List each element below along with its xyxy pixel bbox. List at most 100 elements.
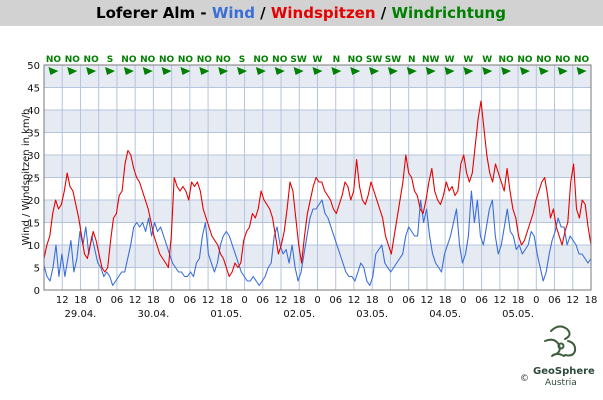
geosphere-logo: © GeoSphere Austria: [520, 325, 595, 388]
x-tick-label: 0: [96, 295, 102, 306]
direction-label: NO: [216, 55, 232, 65]
x-tick-label: 0: [460, 295, 466, 306]
x-tick-label: 06: [475, 295, 488, 306]
y-tick-label: 50: [27, 61, 40, 72]
x-tick-label: 06: [329, 295, 342, 306]
direction-arrow-icon: [331, 67, 342, 75]
y-tick-label: 25: [27, 174, 40, 185]
direction-arrow-icon: [312, 67, 323, 75]
x-tick-label: 18: [293, 295, 306, 306]
direction-arrow-icon: [180, 67, 191, 75]
direction-arrow-icon: [86, 67, 97, 75]
title-part: Windspitzen: [271, 4, 376, 22]
y-tick-label: 5: [34, 264, 40, 275]
logo-country: Austria: [545, 378, 577, 388]
x-tick-label: 18: [220, 295, 233, 306]
direction-arrow-icon: [48, 67, 59, 75]
date-label: 03.05.: [356, 309, 388, 320]
y-tick-label: 20: [27, 196, 40, 207]
direction-arrow-icon: [255, 67, 266, 75]
direction-label: NO: [555, 55, 571, 65]
direction-label: S: [239, 55, 245, 65]
direction-arrow-icon: [501, 67, 512, 75]
title-bar: [0, 0, 603, 26]
date-labels: 29.04. 30.04. 01.05. 02.05. 03.05. 04.05. 05.0…: [65, 309, 534, 320]
direction-arrow-icon: [482, 67, 493, 75]
direction-arrows: [48, 67, 587, 75]
x-tick-label: 0: [314, 295, 320, 306]
y-tick-label: 0: [34, 286, 40, 297]
direction-label: SW: [385, 55, 401, 65]
plot-frame: [43, 64, 592, 291]
direction-arrow-icon: [425, 67, 436, 75]
x-tick-label: 0: [241, 295, 247, 306]
title-part: /: [255, 4, 271, 22]
direction-label: NO: [536, 55, 552, 65]
y-tick-label: 15: [27, 219, 40, 230]
date-label: 02.05.: [283, 309, 315, 320]
direction-label: NO: [46, 55, 62, 65]
x-tick-label: 06: [402, 295, 415, 306]
x-tick-label: 12: [348, 295, 361, 306]
direction-label: SW: [366, 55, 382, 65]
y-axis-label: Wind / Windspitzen in km/h: [21, 109, 32, 246]
direction-arrow-icon: [161, 67, 172, 75]
x-tick-label: 18: [439, 295, 452, 306]
x-tick-label: 18: [74, 295, 87, 306]
title-part: Loferer Alm -: [96, 4, 212, 22]
date-label: 01.05.: [210, 309, 242, 320]
x-tick-label: 12: [566, 295, 579, 306]
direction-label: W: [445, 55, 455, 65]
title-part: /: [376, 4, 392, 22]
direction-arrow-icon: [142, 67, 153, 75]
direction-arrow-icon: [218, 67, 229, 75]
y-tick-labels: 0 5 10 15 20 25 30 35 40 45 50: [27, 61, 40, 297]
direction-label: NO: [272, 55, 288, 65]
direction-arrow-icon: [199, 67, 210, 75]
date-label: 29.04.: [65, 309, 97, 320]
title-part: Wind: [212, 4, 255, 22]
logo-copyright: ©: [520, 374, 529, 384]
x-tick-label: 18: [147, 295, 160, 306]
y-tick-label: 35: [27, 129, 40, 140]
direction-label: NO: [140, 55, 156, 65]
x-tick-label: 18: [366, 295, 379, 306]
direction-arrow-icon: [557, 67, 568, 75]
direction-label: NO: [348, 55, 364, 65]
series-line-wind: [43, 190, 592, 287]
direction-label: NO: [178, 55, 194, 65]
chart-title: Loferer Alm - Wind / Windspitzen / Windr…: [96, 4, 506, 22]
direction-arrow-icon: [538, 67, 549, 75]
direction-arrow-icon: [67, 67, 78, 75]
logo-name: GeoSphere: [533, 366, 595, 377]
x-tick-label: 12: [202, 295, 215, 306]
direction-label: NO: [84, 55, 100, 65]
x-tick-label: 06: [548, 295, 561, 306]
direction-arrow-icon: [105, 67, 116, 75]
series-group: [43, 100, 592, 287]
series-line-windspitzen: [43, 100, 592, 278]
direction-arrow-icon: [274, 67, 285, 75]
direction-label: NW: [422, 55, 440, 65]
x-tick-label: 06: [183, 295, 196, 306]
x-tick-label: 12: [275, 295, 288, 306]
x-tick-label: 18: [585, 295, 598, 306]
direction-arrow-icon: [293, 67, 304, 75]
y-tick-label: 45: [27, 84, 40, 95]
direction-label: SW: [290, 55, 306, 65]
y-tick-label: 10: [27, 241, 40, 252]
direction-arrow-icon: [123, 67, 134, 75]
x-tick-labels: 12 18 0 06 12 18 0 06 12 18 0 06 12 18 0 06 12 18 0 06 12 18 0…: [56, 295, 603, 306]
direction-label: NO: [253, 55, 269, 65]
direction-label: NO: [65, 55, 81, 65]
direction-label: NO: [197, 55, 213, 65]
y-tick-label: 30: [27, 151, 40, 162]
direction-label: W: [313, 55, 323, 65]
direction-label: NO: [517, 55, 533, 65]
date-label: 30.04.: [137, 309, 169, 320]
direction-arrow-icon: [576, 67, 587, 75]
x-tick-label: 0: [533, 295, 539, 306]
direction-label: S: [107, 55, 113, 65]
direction-label: NO: [574, 55, 590, 65]
